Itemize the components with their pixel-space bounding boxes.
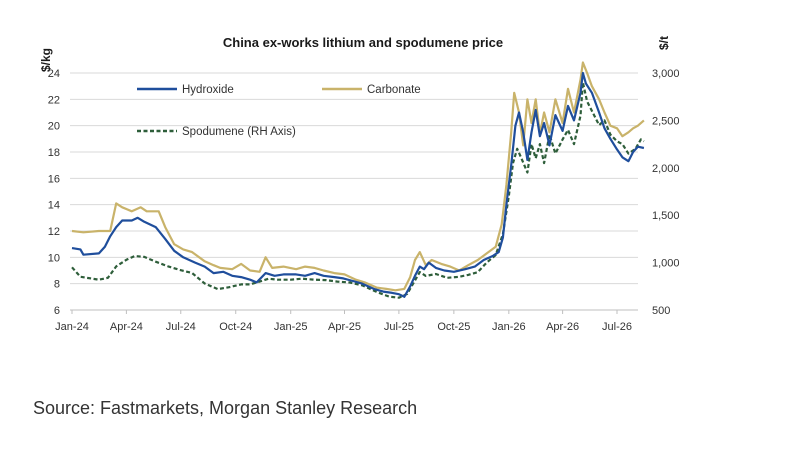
left-tick-label: 12 (48, 226, 60, 238)
chart-title: China ex-works lithium and spodumene pri… (223, 35, 503, 50)
legend: Hydroxide Carbonate Spodumene (RH Axis) (137, 84, 421, 138)
left-tick-label: 6 (54, 305, 60, 317)
legend-label-hydroxide: Hydroxide (182, 84, 234, 96)
x-tick-label: Oct-24 (219, 321, 252, 333)
left-tick-label: 24 (48, 68, 60, 80)
x-tick-label: Apr-26 (546, 321, 579, 333)
right-tick-label: 2,000 (652, 163, 680, 175)
gridlines (70, 72, 638, 285)
series-line-hydroxide (71, 71, 645, 298)
legend-label-carbonate: Carbonate (367, 84, 421, 96)
x-tick-label: Jan-24 (55, 321, 89, 333)
legend-label-spodumene-rh-axis: Spodumene (RH Axis) (182, 126, 296, 138)
right-axis-unit: $/t (657, 36, 671, 50)
x-tick-label: Jul-24 (166, 321, 196, 333)
left-tick-label: 18 (48, 147, 60, 159)
right-tick-label: 1,500 (652, 210, 680, 222)
x-tick-label: Jan-25 (274, 321, 308, 333)
x-tick-label: Apr-25 (328, 321, 361, 333)
x-tick-label: Jul-26 (602, 321, 632, 333)
left-tick-label: 10 (48, 252, 60, 264)
left-axis-unit: $/kg (39, 48, 53, 72)
left-tick-label: 8 (54, 279, 60, 291)
right-tick-label: 3,000 (652, 68, 680, 80)
right-tick-label: 1,000 (652, 258, 680, 270)
x-tick-label: Apr-24 (110, 321, 143, 333)
right-tick-label: 500 (652, 305, 670, 317)
left-tick-label: 14 (48, 200, 60, 212)
left-tick-label: 16 (48, 173, 60, 185)
axes: 6 8 10 12 14 16 18 20 22 24 500 1,000 1,500 2,000 2,50… (48, 68, 680, 333)
right-tick-label: 2,500 (652, 115, 680, 127)
left-tick-label: 20 (48, 121, 60, 133)
left-tick-label: 22 (48, 94, 60, 106)
x-tick-label: Oct-25 (437, 321, 470, 333)
source-note: Source: Fastmarkets, Morgan Stanley Rese… (33, 398, 418, 418)
x-tick-label: Jul-25 (384, 321, 414, 333)
x-tick-label: Jan-26 (492, 321, 526, 333)
series-lines (71, 61, 645, 299)
series-line-carbonate (71, 61, 645, 292)
series-line-spodumene-rh-axis (71, 81, 645, 299)
